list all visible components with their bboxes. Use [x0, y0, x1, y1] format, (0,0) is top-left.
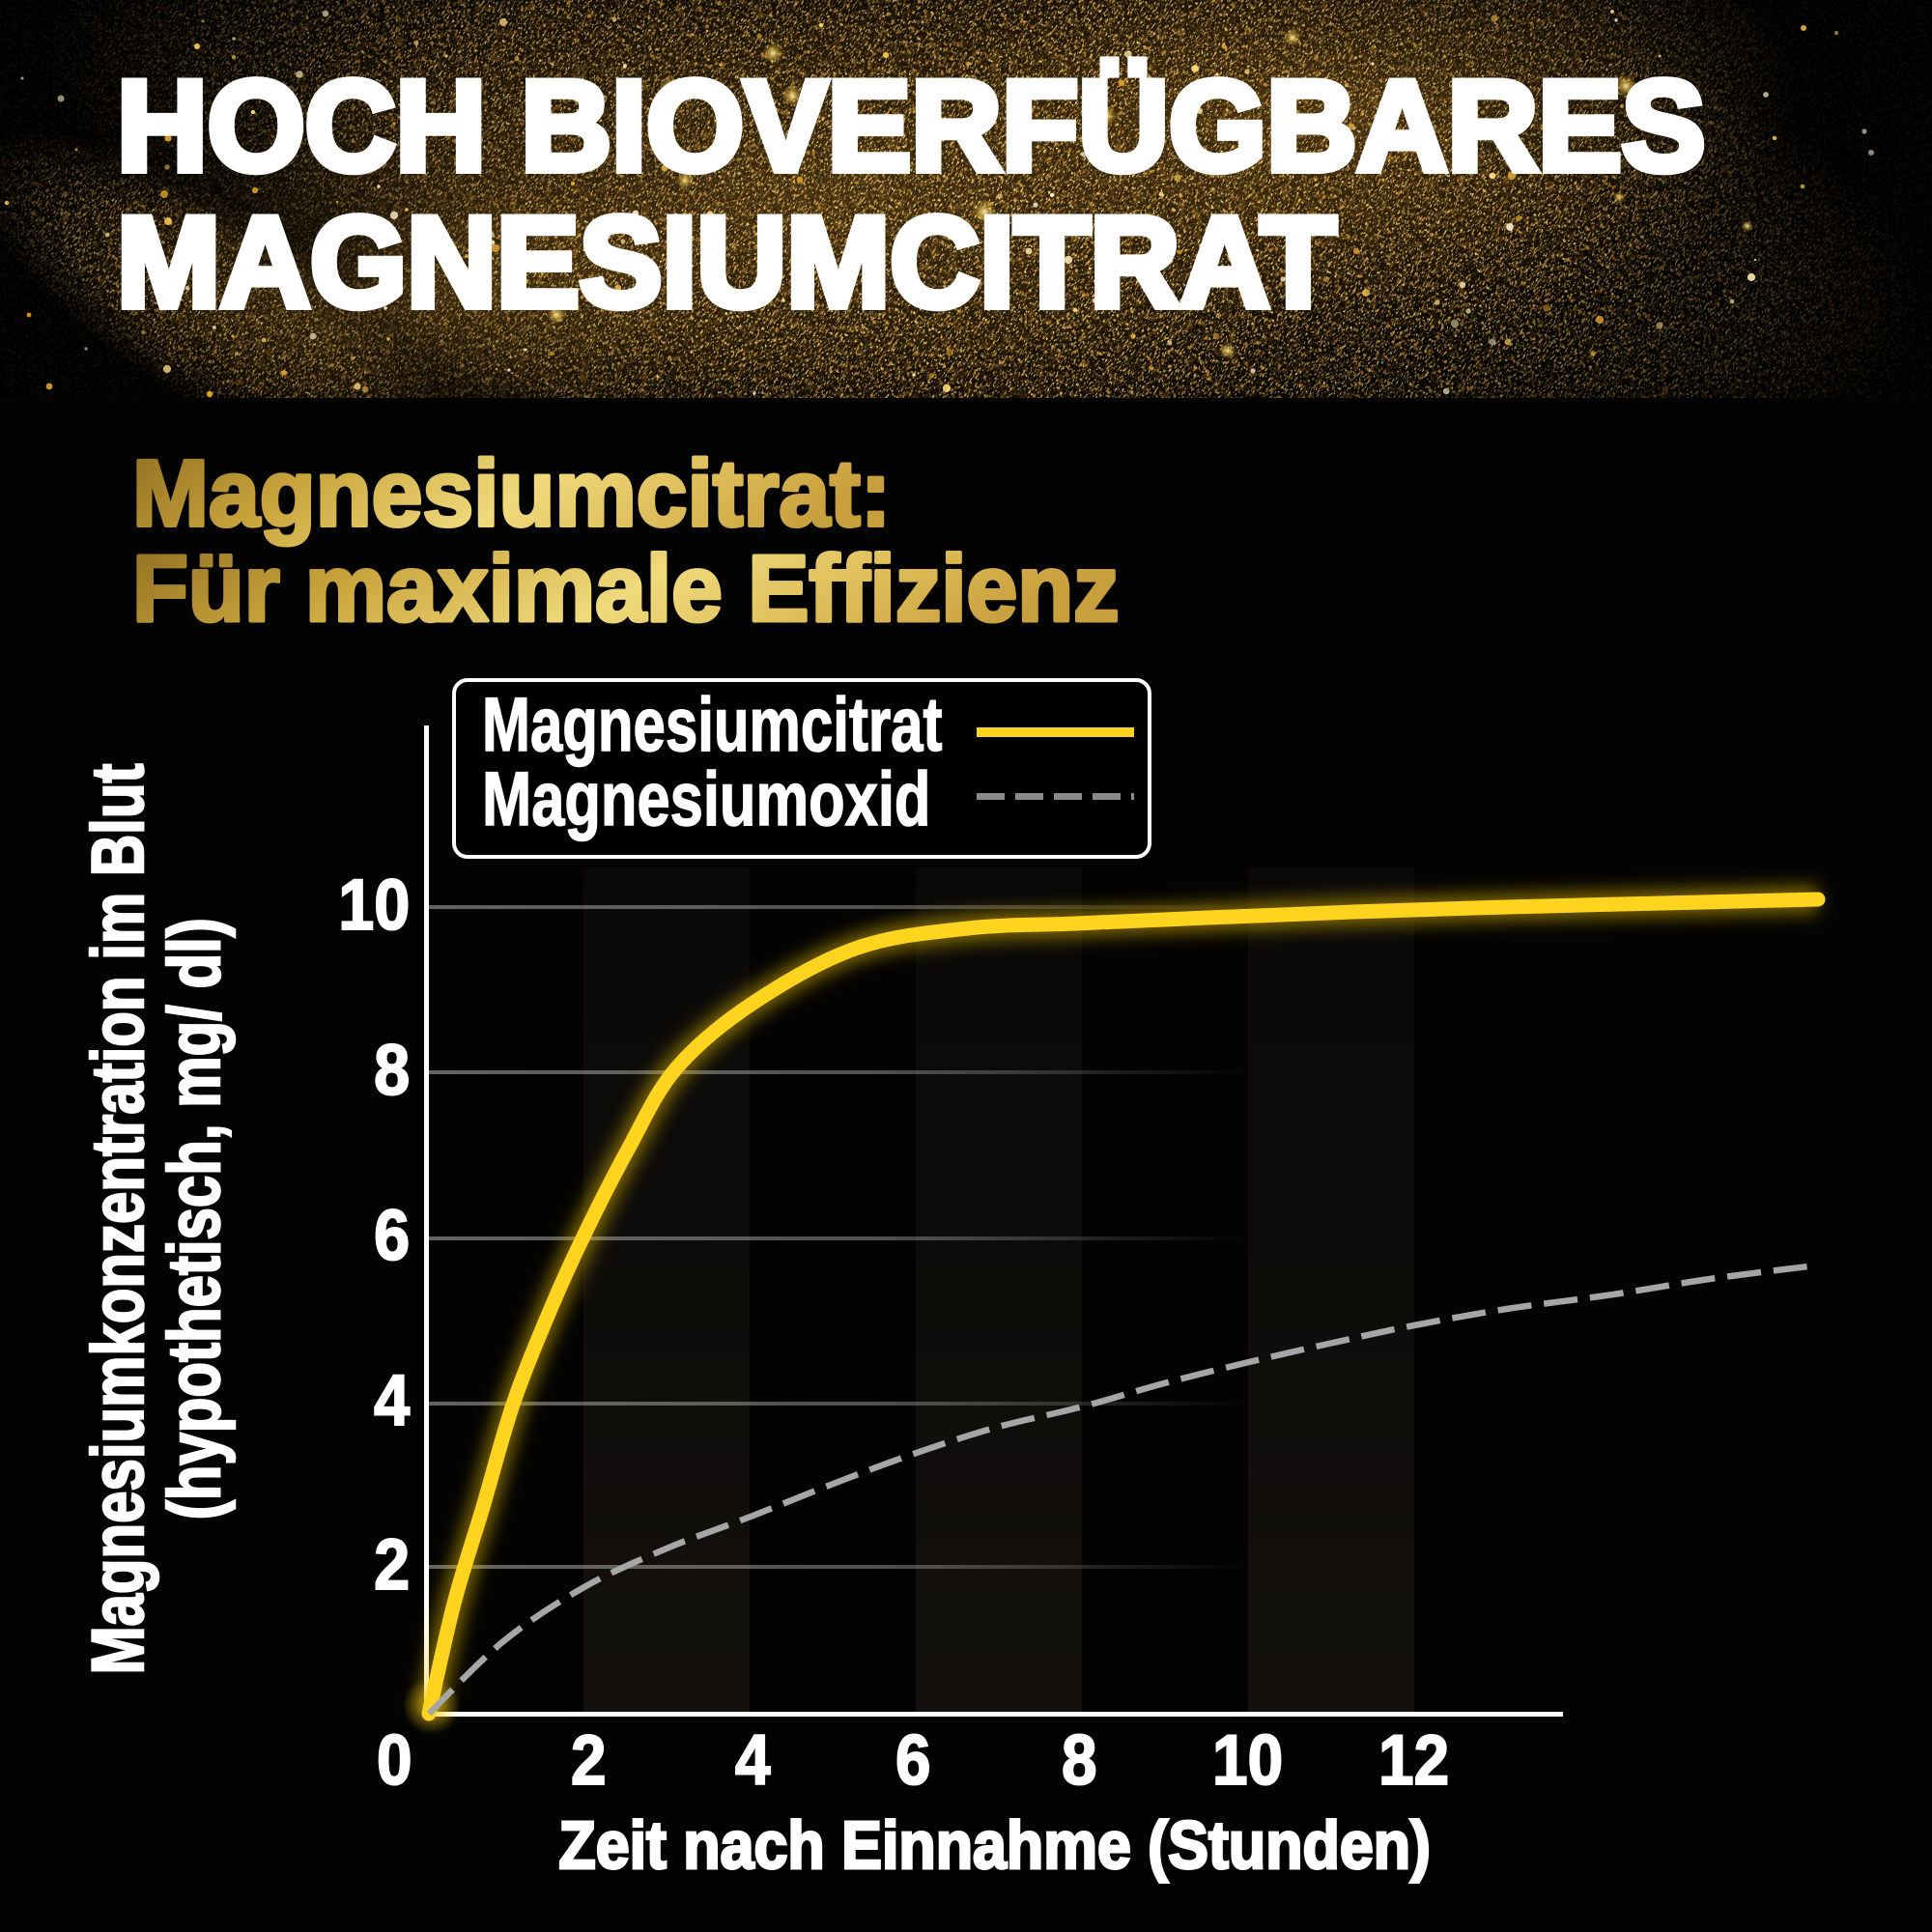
- svg-text:Magnesiumcitrat:: Magnesiumcitrat:: [132, 441, 891, 546]
- svg-text:Für maximale Effizienz: Für maximale Effizienz: [132, 537, 1120, 641]
